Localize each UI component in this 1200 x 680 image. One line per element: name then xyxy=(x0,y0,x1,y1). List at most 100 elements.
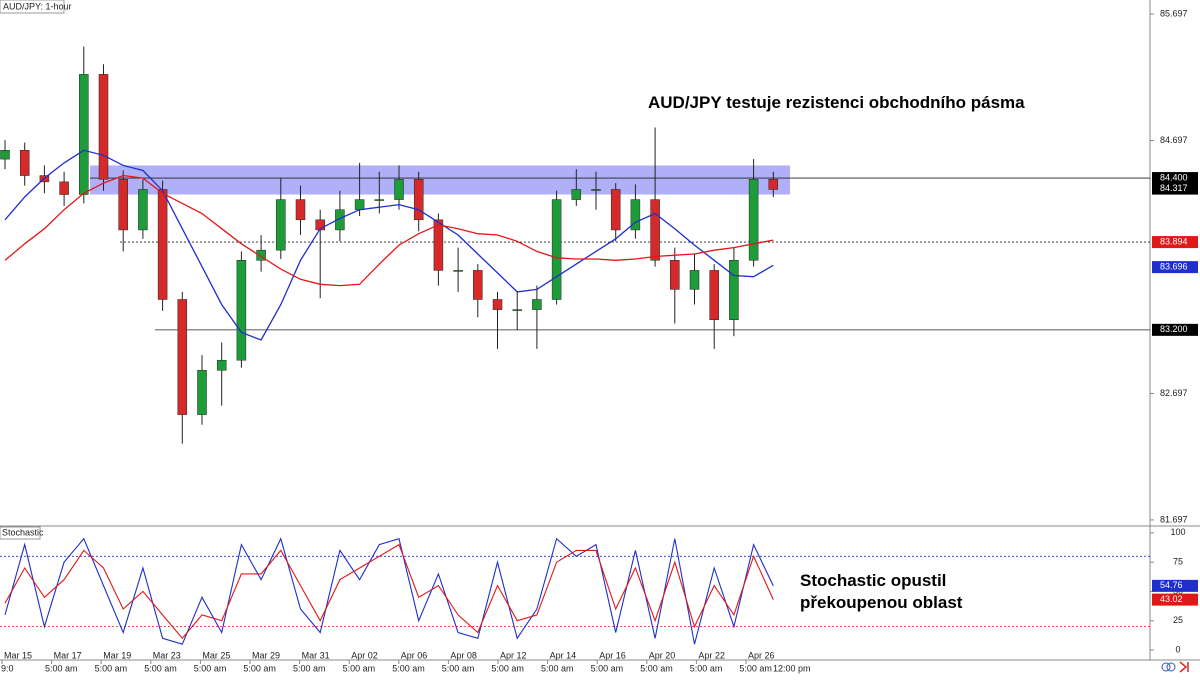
x-date-label: Mar 15 xyxy=(4,650,32,660)
price-label: 83.894 xyxy=(1160,236,1188,246)
x-time-label: 5:00 am xyxy=(640,663,673,673)
x-time-label: 5:00 am xyxy=(293,663,326,673)
candle-body xyxy=(512,309,522,311)
link-icon[interactable] xyxy=(1161,662,1171,672)
candle-body xyxy=(532,299,542,310)
price-label-box xyxy=(1152,172,1198,185)
stoch-line xyxy=(4,543,774,640)
candle-body xyxy=(650,199,660,261)
candle-body xyxy=(138,189,148,231)
x-date-label: Apr 14 xyxy=(550,650,577,660)
corner-icons[interactable] xyxy=(1161,661,1189,673)
candle-body xyxy=(374,199,385,201)
candle-body xyxy=(177,299,188,415)
moving-average xyxy=(4,149,774,341)
stoch-label-box xyxy=(1152,579,1198,592)
x-date-label: Mar 23 xyxy=(153,650,181,660)
candle-body xyxy=(354,199,365,210)
candle-body xyxy=(295,199,306,221)
y-tick-label: 82.697 xyxy=(1160,388,1188,398)
candle-body xyxy=(453,270,463,272)
price-label-box xyxy=(1152,182,1198,195)
x-time-label: 5:00 am xyxy=(491,663,524,673)
candle-body xyxy=(276,199,286,251)
stoch-y-tick-label: 100 xyxy=(1170,527,1185,537)
x-time-label: 5:00 am xyxy=(95,663,128,673)
candle-body xyxy=(197,370,207,415)
candle-body xyxy=(216,359,227,371)
candle-body xyxy=(473,270,483,300)
link-icon[interactable] xyxy=(1166,662,1176,672)
stoch-value-label: 54.76 xyxy=(1160,580,1183,590)
candle-body xyxy=(0,150,10,160)
candle-body xyxy=(335,209,345,231)
candle-body xyxy=(492,299,503,310)
y-tick-label: 84.697 xyxy=(1160,135,1188,145)
x-date-label: Mar 19 xyxy=(103,650,131,660)
stoch-y-tick-label: 75 xyxy=(1173,557,1183,567)
candle-body xyxy=(394,179,404,200)
x-time-label: 9:0 xyxy=(1,663,14,673)
x-date-label: Apr 16 xyxy=(599,650,626,660)
x-date-label: Mar 29 xyxy=(252,650,280,660)
x-date-label: Apr 22 xyxy=(698,650,725,660)
x-date-label: Apr 08 xyxy=(450,650,477,660)
candle-body xyxy=(118,179,128,231)
candle-body xyxy=(413,179,424,221)
x-time-label: 5:00 am xyxy=(194,663,227,673)
price-label-box xyxy=(1152,236,1198,249)
price-label: 84.317 xyxy=(1160,183,1188,193)
x-date-label: Apr 02 xyxy=(351,650,378,660)
x-date-label: Mar 17 xyxy=(54,650,82,660)
stoch-value-label: 43.02 xyxy=(1160,594,1183,604)
scroll-icon[interactable] xyxy=(1179,661,1189,673)
x-time-label: 5:00 am xyxy=(591,663,624,673)
x-date-label: Apr 12 xyxy=(500,650,527,660)
x-time-label: 5:00 am xyxy=(45,663,78,673)
candle-body xyxy=(98,74,109,180)
candle-body xyxy=(670,260,680,290)
indicator-title: Stochastic xyxy=(2,527,44,537)
candle-body xyxy=(315,219,325,231)
candle-body xyxy=(256,249,266,261)
candle-body xyxy=(748,179,759,261)
title-box xyxy=(0,0,65,14)
stoch-y-tick-label: 0 xyxy=(1175,644,1180,654)
price-label-box xyxy=(1152,261,1198,274)
candle-body xyxy=(630,199,641,231)
x-date-label: Apr 20 xyxy=(649,650,676,660)
indicator-box xyxy=(0,526,41,540)
candle-body xyxy=(709,270,719,320)
price-label-box xyxy=(1152,323,1198,336)
candle-body xyxy=(433,219,444,271)
candle-body xyxy=(768,179,779,190)
stoch-annotation: překoupenou oblast xyxy=(800,593,963,612)
y-tick-label: 81.697 xyxy=(1160,514,1188,524)
x-time-label: 5:00 am xyxy=(144,663,177,673)
candle-body xyxy=(689,270,700,290)
candle-body xyxy=(610,189,621,231)
x-date-label: Mar 25 xyxy=(202,650,230,660)
x-date-label: Mar 31 xyxy=(302,650,330,660)
candle-body xyxy=(157,189,168,300)
candle-body xyxy=(551,199,562,300)
x-time-label: 12:00 pm xyxy=(773,663,811,673)
stoch-annotation: Stochastic opustil xyxy=(800,571,946,590)
price-label: 83.696 xyxy=(1160,261,1188,271)
x-date-label: Apr 06 xyxy=(401,650,428,660)
price-label: 84.400 xyxy=(1160,172,1188,182)
x-date-label: Apr 26 xyxy=(748,650,775,660)
resistance-zone xyxy=(90,165,790,195)
candle-body xyxy=(59,181,69,195)
stoch-label-box xyxy=(1152,593,1198,606)
candle-body xyxy=(571,189,582,200)
candle-body xyxy=(591,189,601,191)
chart-title: AUD/JPY: 1-hour xyxy=(3,1,72,11)
price-label: 83.200 xyxy=(1160,324,1188,334)
x-time-label: 5:00 am xyxy=(343,663,376,673)
y-tick-label: 85.697 xyxy=(1160,8,1188,18)
x-time-label: 5:00 am xyxy=(392,663,425,673)
stoch-y-tick-label: 25 xyxy=(1173,615,1183,625)
x-time-label: 5:00 am xyxy=(690,663,723,673)
